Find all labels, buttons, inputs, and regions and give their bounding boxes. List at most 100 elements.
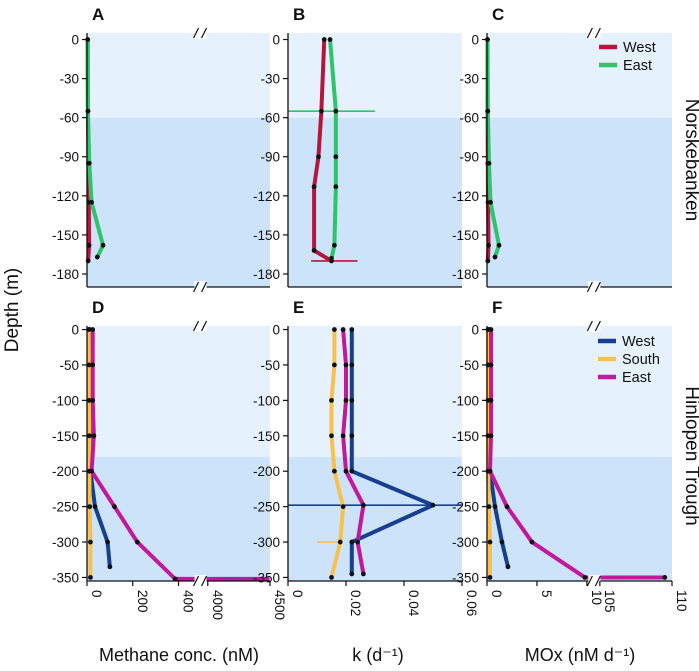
data-point [85, 108, 91, 114]
panel-letter: B [293, 5, 305, 24]
x-tick-label: 10 [589, 590, 604, 605]
data-point [485, 108, 491, 114]
data-point [90, 397, 96, 403]
panel-e: 0 -50 -100 -150 -200 -250 -300 -350 0 0.02 0.04 0.0… [253, 298, 479, 617]
axis-break-mark [594, 575, 601, 587]
data-point [321, 37, 327, 42]
data-point [492, 254, 498, 260]
data-point [172, 576, 178, 582]
y-tick-label: -180 [452, 267, 479, 282]
y-tick-label: -30 [59, 72, 79, 87]
data-point [87, 504, 93, 510]
y-tick-label: -250 [452, 500, 479, 515]
panel-letter: A [92, 5, 104, 24]
y-tick-label: -50 [59, 358, 79, 373]
x-tick-label: 0 [489, 590, 504, 598]
y-tick-label: 0 [471, 323, 479, 338]
data-point [316, 154, 321, 160]
data-point [488, 433, 494, 439]
data-point [333, 184, 339, 190]
x-axis-title-mox: MOx (nM d⁻¹) [525, 645, 636, 665]
axis-break-mark [586, 320, 593, 332]
data-point [492, 504, 498, 510]
x-tick-label: 0 [89, 590, 104, 598]
x-tick-label: 200 [135, 590, 150, 613]
y-tick-label: -350 [52, 570, 79, 585]
data-point [134, 539, 140, 545]
data-point [582, 575, 588, 580]
y-tick-label: 0 [272, 33, 280, 48]
legend-label: East [622, 370, 651, 386]
deep-zone [288, 457, 462, 581]
legend-label: West [623, 40, 656, 56]
data-point [86, 433, 92, 439]
axis-break-mark [193, 281, 200, 293]
data-point [488, 397, 494, 403]
y-tick-label: -200 [52, 464, 79, 479]
y-tick-label: -150 [452, 228, 479, 243]
deep-zone [87, 117, 270, 288]
data-point [488, 362, 494, 368]
series-west [349, 327, 435, 576]
x-tick-label: 0.04 [406, 590, 421, 617]
data-point [329, 397, 334, 403]
x-tick-label: 105 [602, 590, 617, 613]
x-tick-label: 4500 [272, 590, 287, 620]
data-point [487, 575, 493, 580]
data-point [86, 160, 92, 166]
data-point [105, 539, 110, 545]
data-point [94, 254, 100, 260]
data-point [90, 362, 96, 368]
data-point [361, 502, 366, 508]
axis-break-mark [586, 27, 593, 39]
data-point [311, 248, 317, 253]
data-point [343, 362, 349, 368]
y-tick-label: -100 [452, 393, 479, 408]
data-point [88, 539, 93, 545]
labels: West East West South East Norskebanken Hinlope… [2, 40, 699, 665]
data-point [349, 362, 355, 368]
y-tick-label: -150 [52, 228, 79, 243]
axis-break-mark [193, 27, 200, 39]
data-point [504, 504, 510, 510]
series-south [329, 327, 346, 580]
y-tick-label: -50 [459, 358, 479, 373]
deep-zone [288, 117, 462, 288]
data-point [340, 433, 346, 439]
axis-break-mark [586, 281, 593, 293]
y-tick-label: -150 [452, 429, 479, 444]
data-point [505, 564, 511, 570]
axis-break-mark [193, 320, 200, 332]
data-point [89, 468, 94, 474]
data-point [485, 258, 491, 264]
y-tick-label: -120 [253, 189, 280, 204]
y-tick-label: 0 [71, 323, 79, 338]
panel-d: 0 -50 -100 -150 -200 -250 -300 -350 0 200 400 4000 4… [52, 298, 287, 620]
data-point [349, 397, 355, 403]
data-point [662, 575, 668, 580]
x-tick-label: 0.06 [464, 590, 479, 616]
data-point [332, 327, 337, 332]
y-tick-label: 0 [272, 323, 280, 338]
y-tick-label: -50 [260, 358, 280, 373]
data-point [86, 397, 92, 403]
data-point [329, 575, 334, 580]
y-tick-label: -150 [52, 429, 79, 444]
y-tick-label: -350 [452, 570, 479, 585]
data-point [496, 242, 502, 248]
legend: West South East [598, 334, 660, 386]
data-point [488, 327, 494, 332]
panel-a: 0 -30 -60 -90 -120 -150 -180 A [52, 5, 270, 293]
data-point [333, 108, 339, 114]
data-point [487, 539, 493, 545]
data-point [349, 433, 355, 439]
data-point [430, 502, 436, 508]
legend-label: West [622, 334, 655, 350]
y-tick-label: -120 [52, 189, 79, 204]
data-point [100, 242, 106, 248]
shallow-zone [87, 33, 270, 118]
axis-break-mark [201, 320, 208, 332]
y-tick-label: -200 [253, 464, 280, 479]
data-point [487, 468, 493, 474]
